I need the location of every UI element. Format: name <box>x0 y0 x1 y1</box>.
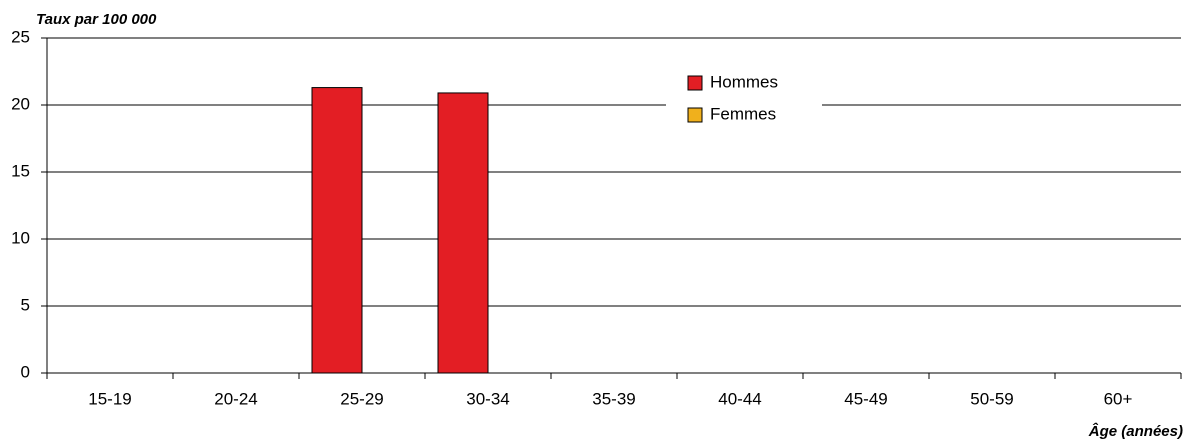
x-tick-label: 35-39 <box>592 389 635 408</box>
y-tick-label: 5 <box>21 295 30 314</box>
x-tick-label: 40-44 <box>718 389 761 408</box>
x-tick-label: 50-59 <box>970 389 1013 408</box>
y-tick-label: 0 <box>21 362 30 381</box>
y-tick-label: 10 <box>11 228 30 247</box>
legend-label: Hommes <box>710 72 778 91</box>
x-tick-label: 60+ <box>1104 389 1133 408</box>
legend-swatch <box>687 75 703 91</box>
x-tick-label: 15-19 <box>88 389 131 408</box>
y-tick-label: 25 <box>11 27 30 46</box>
x-axis-label: Âge (années) <box>1088 422 1183 440</box>
x-tick-label: 30-34 <box>466 389 509 408</box>
legend-label: Femmes <box>710 104 776 123</box>
bar <box>311 87 363 374</box>
x-tick-label: 25-29 <box>340 389 383 408</box>
x-tick-label: 45-49 <box>844 389 887 408</box>
chart-title: Taux par 100 000 <box>36 11 157 28</box>
legend-swatch <box>687 107 703 123</box>
bar <box>437 92 489 374</box>
y-tick-label: 15 <box>11 161 30 180</box>
y-tick-label: 20 <box>11 94 30 113</box>
x-tick-label: 20-24 <box>214 389 257 408</box>
